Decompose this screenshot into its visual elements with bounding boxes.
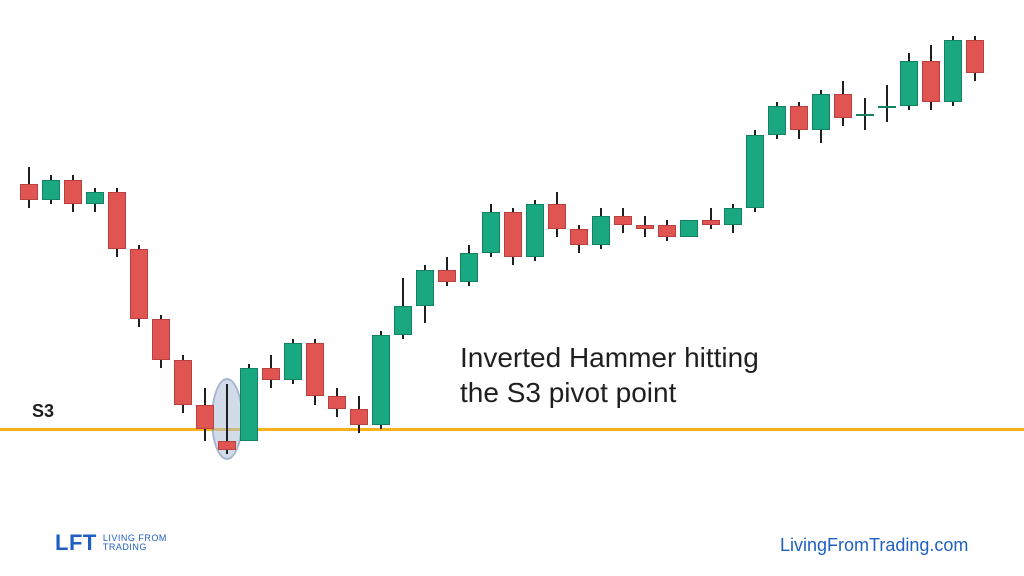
chart-caption: Inverted Hammer hitting the S3 pivot poi… — [460, 340, 759, 410]
website-url: LivingFromTrading.com — [780, 535, 968, 556]
logo-line-2: TRADING — [103, 543, 167, 552]
caption-line-1: Inverted Hammer hitting — [460, 340, 759, 375]
logo-abbr: LFT — [55, 530, 97, 556]
brand-logo: LFT LIVING FROM TRADING — [55, 530, 167, 556]
s3-pivot-label: S3 — [32, 401, 54, 422]
caption-line-2: the S3 pivot point — [460, 375, 759, 410]
s3-pivot-line — [0, 428, 1024, 431]
candlestick-chart: S3 — [0, 0, 1024, 520]
